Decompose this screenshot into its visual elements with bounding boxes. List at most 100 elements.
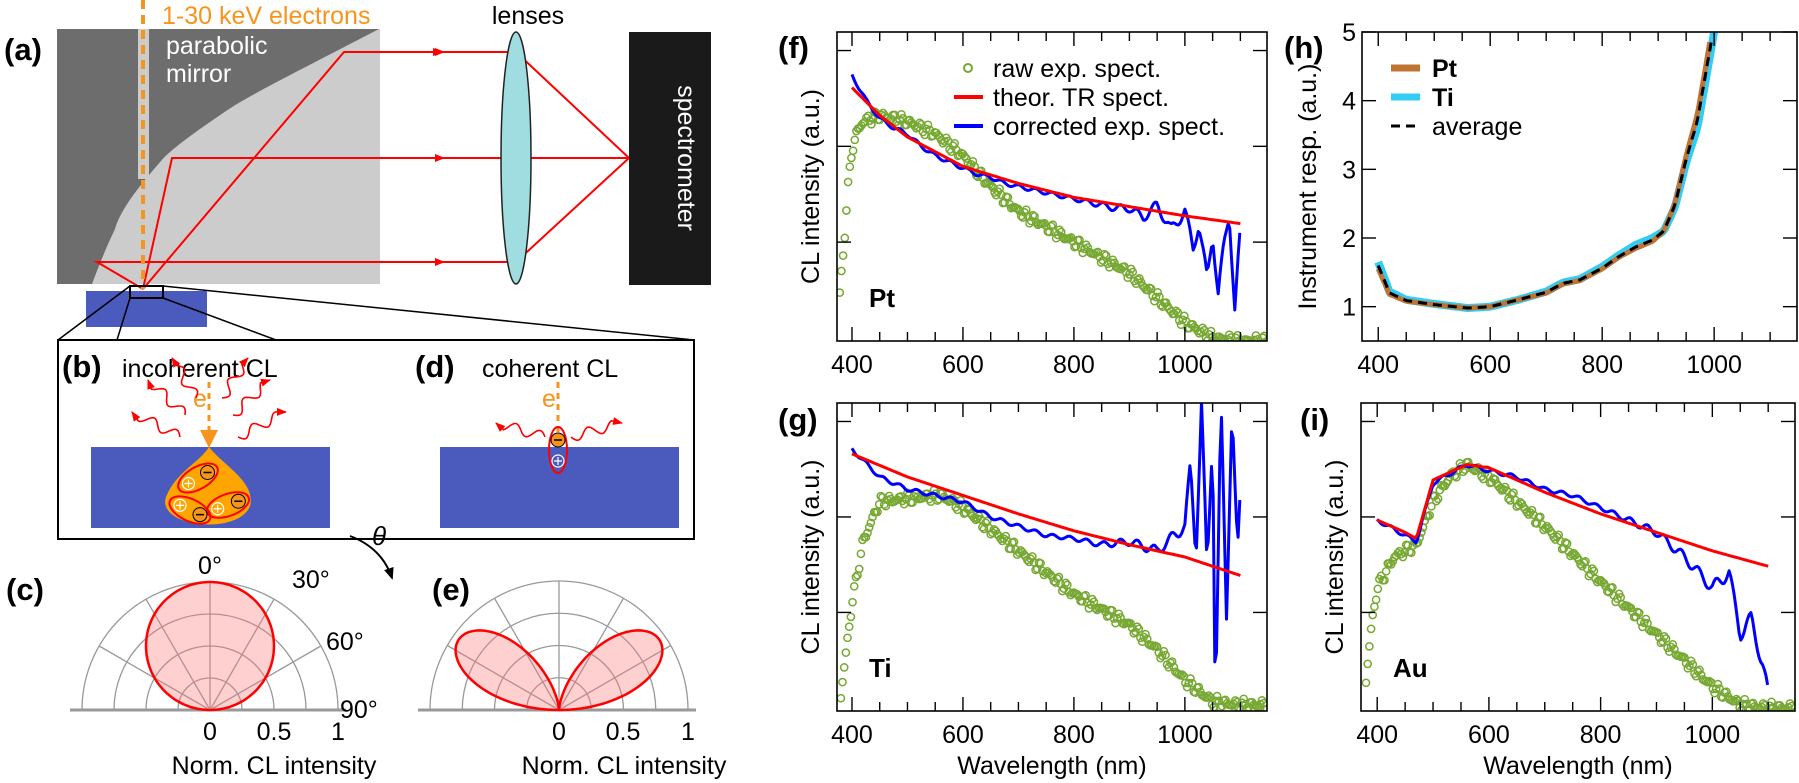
chart-h: 400 600 800 1000 1 2 3 4 5 Instrument resp. (a.u.… (1294, 19, 1798, 379)
photon-wavy-arrow-icon (237, 407, 287, 440)
polar-grid-spoke (209, 598, 275, 711)
emission-lobe (454, 629, 664, 712)
raw-data-marker (846, 612, 856, 622)
legend-marker (963, 63, 973, 73)
raw-data-marker (838, 251, 848, 260)
raw-data-marker (1366, 624, 1376, 634)
y-tick-label: 1 (1342, 294, 1356, 322)
raw-data-marker (1535, 512, 1545, 522)
raw-data-marker (1030, 212, 1039, 221)
lens (500, 31, 532, 285)
spectrometer-label: spectrometer (672, 85, 700, 231)
electron-hole-pairs (168, 462, 251, 525)
electron-arrowhead-b (200, 430, 218, 448)
raw-data-marker (867, 119, 876, 129)
raw-data-marker (1027, 552, 1037, 561)
photon-wavy-arrow-icon (232, 378, 271, 417)
raw-data-marker (1458, 467, 1468, 477)
x-tick-label: 400 (831, 721, 873, 749)
raw-data-marker (1157, 651, 1167, 661)
zoom-box (129, 285, 164, 299)
raw-data-marker (960, 151, 969, 161)
hole-plus-icon (211, 502, 225, 516)
polar-grid-spoke (145, 598, 211, 711)
x-tick-label: 600 (1469, 351, 1511, 379)
photon-wavy-arrow-icon (495, 422, 546, 438)
raw-data-marker (861, 532, 871, 542)
y-tick-label: 3 (1342, 156, 1356, 184)
raw-data-marker (1101, 251, 1111, 260)
raw-data-marker (842, 206, 851, 215)
raw-data-marker (838, 677, 847, 687)
raw-data-marker (1018, 213, 1028, 222)
raw-data-marker (1509, 488, 1518, 498)
x-tick-label: 1000 (1157, 351, 1213, 379)
raw-data-marker (968, 156, 978, 166)
mirror-beam-hole (138, 29, 149, 179)
raw-data-marker (1778, 704, 1788, 711)
raw-data-marker (1738, 699, 1748, 709)
raw-data-marker (1695, 665, 1704, 675)
raw-data-marker (837, 693, 846, 703)
raw-data-marker (848, 146, 858, 156)
x-tick-label: 1000 (1157, 721, 1213, 749)
raw-data-marker (850, 135, 860, 145)
x-axis-label: Wavelength (nm) (957, 752, 1146, 780)
raw-data-marker (946, 147, 956, 157)
raw-data-marker (1141, 629, 1150, 639)
raw-data-marker (1128, 267, 1138, 277)
raw-data-marker (866, 518, 876, 528)
raw-data-marker (1661, 634, 1671, 643)
y-axis-label: Instrument resp. (a.u.) (1294, 64, 1322, 310)
raw-data-marker (1198, 323, 1207, 333)
y-axis-label: CL intensity (a.u.) (1321, 460, 1349, 655)
series-raw-exp-spect- (837, 107, 1267, 341)
sample-label: Au (1393, 653, 1428, 683)
raw-data-marker (1490, 475, 1500, 484)
panel-c-polar-plot (70, 580, 346, 712)
electron-symbol-d: e (542, 385, 556, 413)
c-rtick-1: 1 (331, 718, 345, 746)
raw-data-marker (995, 184, 1004, 194)
raw-data-marker (1432, 496, 1441, 506)
legend-label: corrected exp. spect. (993, 113, 1225, 141)
parabolic-mirror (57, 29, 379, 284)
raw-data-marker (1132, 622, 1142, 632)
legend-label: average (1432, 113, 1522, 141)
raw-data-marker (897, 109, 906, 119)
theta-symbol: θ (372, 521, 386, 551)
raw-data-marker (1371, 595, 1381, 605)
spectra-charts: 400 600 800 1000 CL intensity (a.u.) Pt raw ex… (797, 19, 1798, 780)
raw-data-marker (1713, 679, 1723, 689)
polar-grid-spoke (446, 644, 560, 711)
raw-data-marker (1589, 566, 1599, 576)
raw-data-marker (851, 572, 861, 582)
raw-data-marker (864, 523, 874, 532)
panel-label-d: (d) (415, 349, 455, 384)
panels-b-d-emission-diagrams: (b) incoherent CL (d) coherent CL e e (57, 339, 695, 540)
x-tick-label: 800 (1053, 721, 1095, 749)
series-average (1376, 38, 1714, 310)
angle-label-30: 30° (292, 566, 330, 594)
electron-hole-pair (168, 495, 212, 525)
series-line-2 (851, 452, 1241, 577)
series-line-1 (850, 403, 1242, 664)
beam-label: 1-30 keV electrons (162, 2, 370, 30)
raw-data-marker (1161, 650, 1170, 660)
raw-data-marker (915, 118, 925, 128)
panel-label-f: (f) (778, 30, 809, 65)
legend: raw exp. spect.theor. TR spect.corrected… (954, 55, 1225, 141)
raw-data-marker (1549, 532, 1559, 542)
y-axis-label: CL intensity (a.u.) (797, 460, 825, 655)
photon-wavy-arrow-icon (221, 357, 249, 399)
hole-plus-icon (551, 454, 565, 468)
series-markers-0 (1361, 457, 1795, 711)
photon-wavy-arrow-icons-b (131, 357, 287, 440)
raw-data-marker (848, 597, 857, 607)
raw-data-marker (1014, 548, 1024, 557)
raw-data-marker (986, 181, 996, 190)
lenses-label: lenses (492, 2, 564, 30)
electron-hole-pair (177, 462, 219, 494)
raw-data-marker (1659, 632, 1669, 641)
